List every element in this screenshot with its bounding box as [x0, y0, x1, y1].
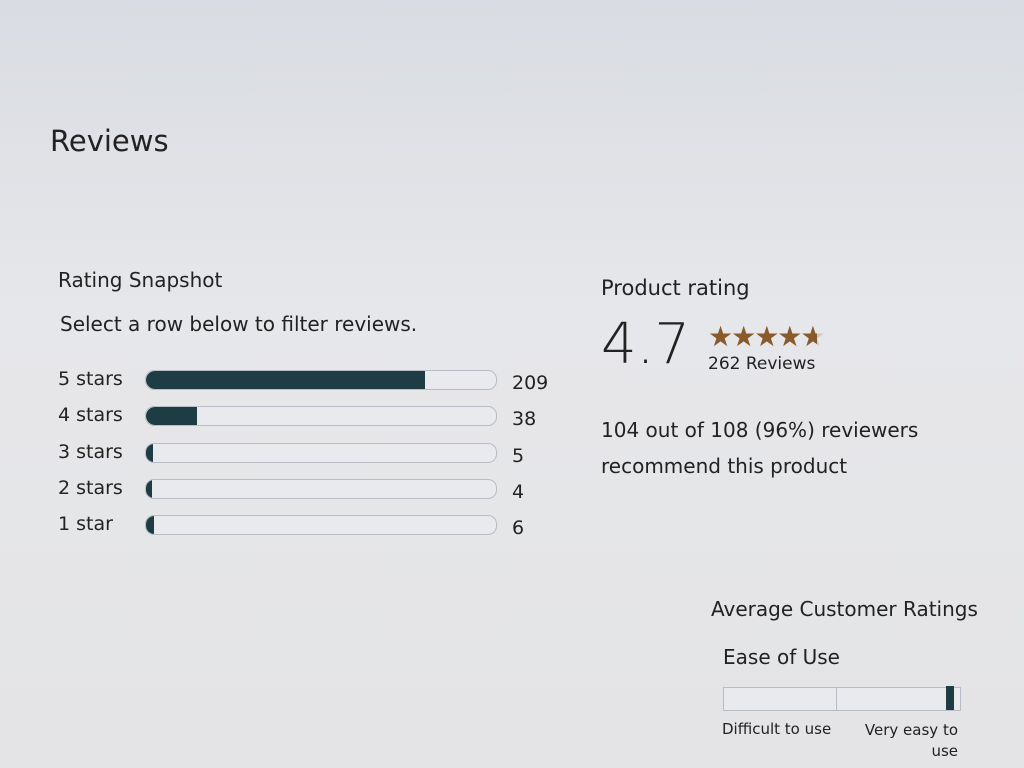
min-label: Difficult to use: [722, 720, 832, 738]
rating-bar-track[interactable]: [145, 442, 497, 463]
row-count: 5: [512, 444, 525, 467]
rating-bar: [146, 443, 153, 462]
row-count: 4: [512, 480, 525, 503]
rating-bar-track[interactable]: [145, 478, 497, 499]
rating-bar: [146, 516, 154, 535]
rating-bar-track[interactable]: [145, 515, 497, 536]
slider-track: [723, 686, 961, 711]
row-count: 38: [512, 408, 537, 431]
row-label: 2 stars: [58, 476, 123, 499]
slider-marker: [946, 686, 955, 710]
slider-divider: [836, 688, 837, 710]
row-label: 3 stars: [58, 440, 123, 463]
average-ratings-title: Average Customer Ratings: [711, 597, 978, 621]
product-rating-title: Product rating: [601, 276, 750, 300]
stars-fill: ★★★★★: [708, 320, 817, 353]
max-label: Very easy to use: [864, 721, 958, 760]
snapshot-title: Rating Snapshot: [58, 268, 223, 292]
stars: ★★★★★ ★★★★★: [708, 320, 826, 353]
rating-bar: [146, 479, 152, 498]
rating-bar-track[interactable]: [145, 370, 497, 390]
rating-bar-track[interactable]: [145, 406, 497, 427]
recommendation: 104 out of 108 (96%) reviewers recommend…: [601, 418, 919, 478]
row-label: 4 stars: [58, 404, 123, 427]
row-label: 5 stars: [58, 368, 123, 390]
rating-bar: [146, 371, 426, 389]
ease-of-use-label: Ease of Use: [723, 645, 840, 669]
snapshot-instruction: Select a row below to filter reviews.: [60, 312, 418, 336]
row-count: 6: [512, 517, 525, 540]
row-count: 209: [512, 372, 549, 394]
section-title: Reviews: [50, 124, 169, 158]
reviews-count: 262 Reviews: [708, 354, 816, 374]
rating-bar: [146, 407, 197, 426]
rating-score: 4.7: [601, 312, 691, 377]
row-label: 1 star: [58, 513, 113, 536]
